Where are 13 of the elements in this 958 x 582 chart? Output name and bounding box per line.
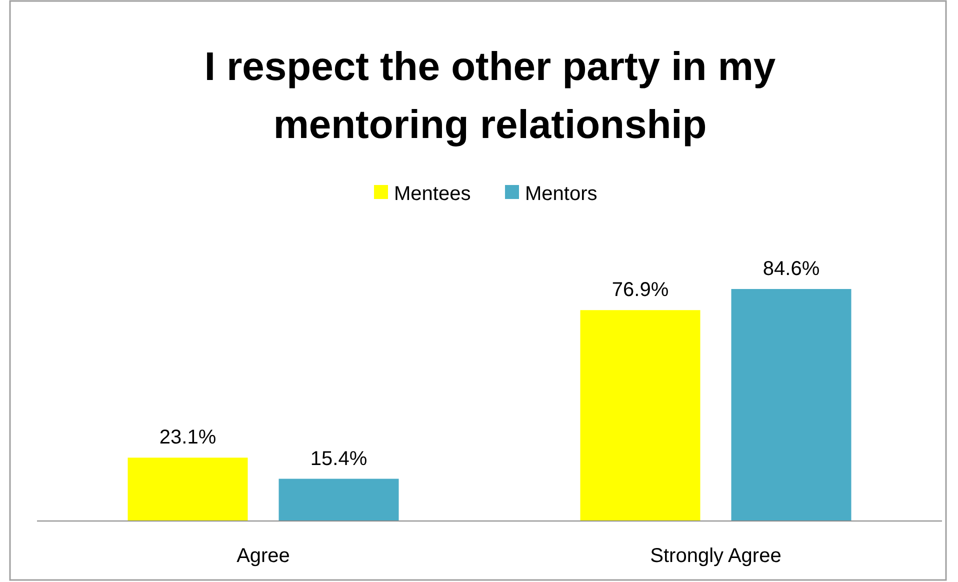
data-label: 23.1% [159, 426, 216, 449]
data-label: 15.4% [310, 448, 368, 470]
x-tick-label: Agree [236, 545, 290, 567]
bar [278, 478, 399, 521]
legend-label: Mentees [394, 183, 471, 205]
x-tick-label: Strongly Agree [650, 545, 782, 567]
data-label: 84.6% [762, 258, 820, 280]
data-label: 76.9% [612, 279, 669, 302]
bar [128, 458, 248, 521]
legend-label: Mentors [525, 183, 598, 205]
chart-title: I respect the other party in my mentoring relationship [204, 45, 776, 147]
bar [731, 289, 852, 521]
bar [580, 310, 700, 521]
